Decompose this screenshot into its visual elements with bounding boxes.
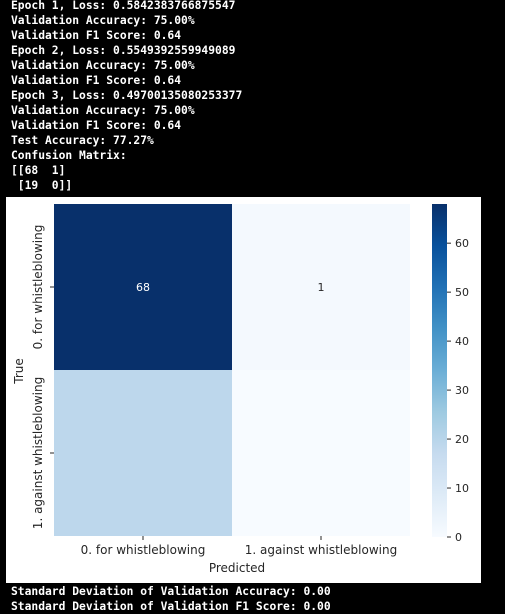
terminal-line: Validation F1 Score: 0.64 (11, 29, 182, 42)
heatmap-cell (232, 204, 410, 370)
confusion-matrix-figure: 68 1 0. for whistleblowing 1. against whis… (6, 197, 481, 583)
terminal-line: Validation Accuracy: 75.00% (11, 59, 195, 72)
terminal-line: Validation F1 Score: 0.64 (11, 74, 182, 87)
colorbar-tick-label: 30 (455, 384, 469, 397)
y-axis-label: True (12, 358, 26, 385)
x-tick-label: 0. for whistleblowing (81, 543, 206, 557)
terminal-line: Validation F1 Score: 0.64 (11, 119, 182, 132)
terminal-line: Epoch 1, Loss: 0.5842383766875547 (11, 0, 236, 12)
terminal-line: Test Accuracy: 77.27% (11, 134, 154, 147)
x-tick-label: 1. against whistleblowing (245, 543, 397, 557)
terminal-line: Standard Deviation of Validation F1 Scor… (11, 600, 331, 613)
colorbar-tick-label: 60 (455, 237, 469, 250)
terminal-line: Standard Deviation of Validation Accurac… (11, 585, 331, 598)
y-tick-label: 0. for whistleblowing (31, 225, 45, 350)
colorbar-tick-label: 50 (455, 286, 469, 299)
terminal-line: Validation Accuracy: 75.00% (11, 14, 195, 27)
colorbar-tick-label: 20 (455, 433, 469, 446)
terminal-line: [[68 1] (11, 164, 66, 177)
colorbar-tick-label: 0 (455, 531, 462, 544)
heatmap-cell-label: 68 (136, 281, 150, 294)
terminal-line: Confusion Matrix: (11, 149, 127, 162)
confusion-matrix-heatmap: 68 1 0. for whistleblowing 1. against whis… (12, 204, 469, 575)
heatmap-cell (232, 370, 410, 536)
colorbar-tick-label: 40 (455, 335, 469, 348)
y-tick-label: 1. against whistleblowing (31, 377, 45, 529)
colorbar (432, 204, 447, 537)
terminal-line: Validation Accuracy: 75.00% (11, 104, 195, 117)
heatmap-cell (54, 204, 232, 370)
heatmap-cell-label: 1 (318, 281, 325, 294)
terminal-line: Epoch 3, Loss: 0.49700135080253377 (11, 89, 243, 102)
terminal-line: [19 0]] (11, 179, 73, 192)
x-axis-label: Predicted (209, 561, 265, 575)
terminal-line: Epoch 2, Loss: 0.5549392559949089 (11, 44, 236, 57)
heatmap-cell (54, 370, 232, 536)
colorbar-tick-label: 10 (455, 482, 469, 495)
